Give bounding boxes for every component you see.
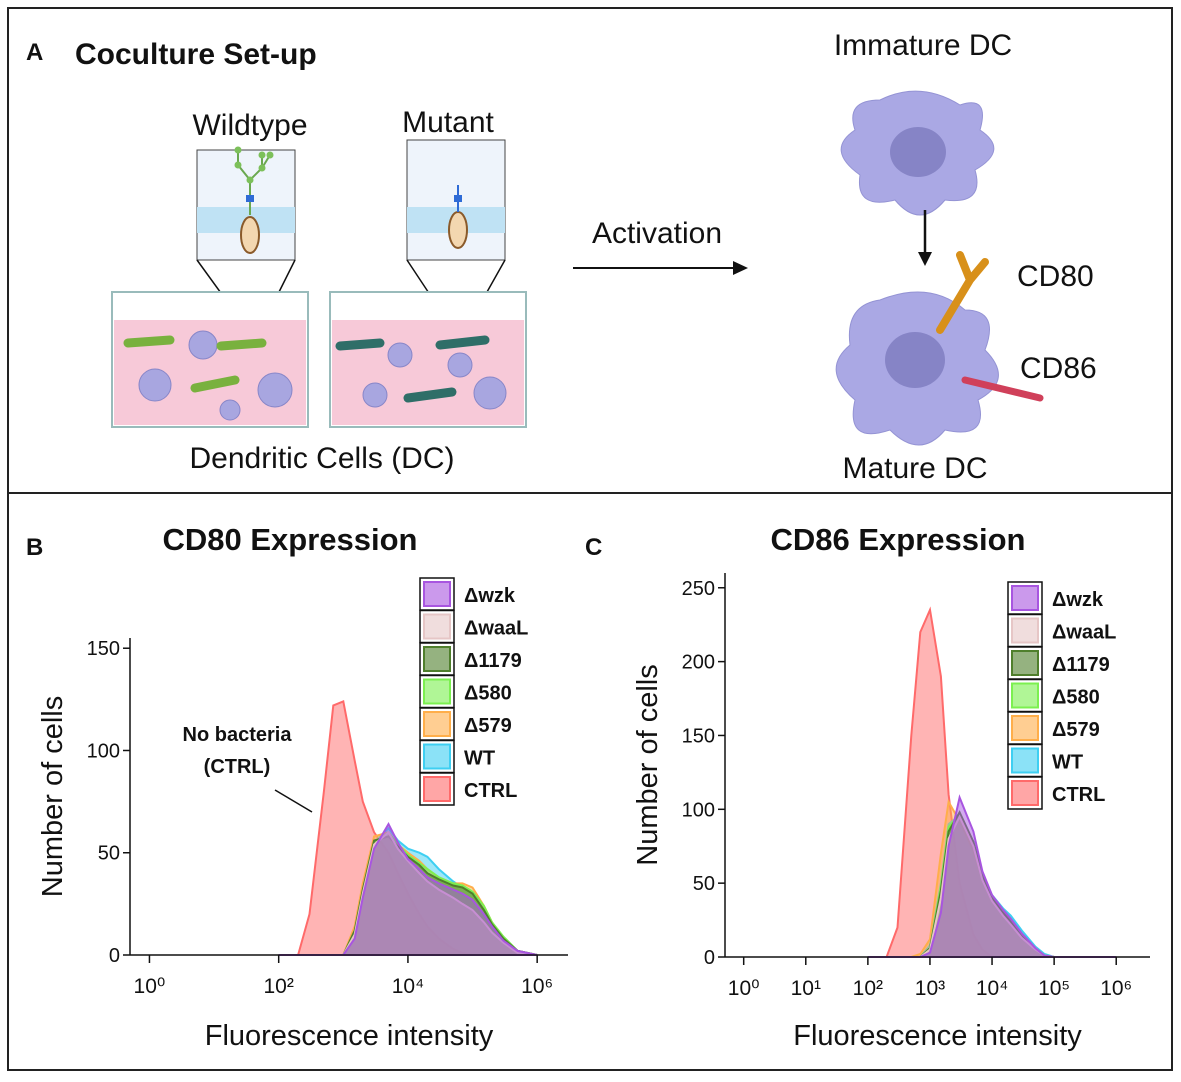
label: Mutant [402, 106, 494, 139]
y-tick-label: 200 [682, 652, 715, 674]
legend-swatch [423, 646, 451, 672]
panel-a: A Coculture Set-up Wildtype Mutant Dendr… [26, 29, 1097, 485]
y-tick-label: 0 [704, 947, 715, 969]
label: CD80 [1017, 260, 1094, 293]
legend-label: WT [1052, 752, 1083, 774]
x-tick-label: 10⁶ [521, 975, 553, 998]
legend-label: Δwzk [1052, 589, 1104, 611]
legend-swatch [423, 711, 451, 737]
legend-swatch [423, 581, 451, 607]
protein [448, 211, 468, 249]
legend-swatch [1011, 715, 1039, 741]
legend-swatch [1011, 650, 1039, 676]
legend-label: CTRL [1052, 784, 1105, 806]
x-tick-label: 10² [853, 977, 883, 1000]
y-tick-label: 150 [87, 638, 120, 660]
x-tick-label: 10³ [915, 977, 945, 1000]
bacteria [123, 335, 490, 403]
chart-title: CD80 Expression [163, 522, 418, 557]
medium [332, 320, 524, 425]
y-tick-label: 150 [682, 725, 715, 747]
legend-label: CTRL [464, 780, 517, 802]
nucleus [885, 332, 945, 388]
y-tick-label: 50 [98, 843, 120, 865]
legend-box [1007, 776, 1043, 810]
annotation-leader [274, 789, 313, 813]
x-tick-label: 10⁴ [392, 975, 424, 998]
y-tick-label: 100 [87, 740, 120, 762]
y-tick-label: 100 [682, 799, 715, 821]
panel-letter: A [26, 39, 43, 66]
chart: B CD80 Expression Number of cells Fluoresce… [26, 522, 568, 1052]
x-tick-label: 10⁰ [134, 975, 166, 998]
chart: C CD86 Expression Number of cells Fluoresce… [585, 522, 1150, 1052]
panel-letter: B [26, 534, 43, 561]
cells [138, 330, 507, 421]
legend-label: Δ579 [1052, 719, 1100, 741]
arrow-head [918, 252, 932, 266]
label: Wildtype [192, 109, 307, 142]
x-axis-label: Fluorescence intensity [793, 1020, 1082, 1052]
arrow-label: Activation [592, 217, 722, 250]
legend-swatch [1011, 747, 1039, 774]
legend-label: Δwzk [464, 585, 516, 607]
panel-title: Coculture Set-up [75, 38, 317, 71]
legend-swatch [1011, 780, 1039, 806]
legend-label: Δ1179 [1052, 654, 1110, 676]
legend-swatch [423, 743, 451, 770]
x-tick-label: 10⁵ [1038, 977, 1070, 1000]
cd80 [936, 251, 989, 334]
legend-label: ΔwaaL [464, 618, 528, 640]
legend-label: ΔwaaL [1052, 622, 1116, 644]
legend-swatch [1011, 682, 1039, 709]
legend-swatch [1011, 585, 1039, 611]
y-axis-label: Number of cells [37, 696, 69, 897]
legend-swatch [423, 678, 451, 705]
y-tick-label: 0 [109, 945, 120, 967]
legend-label: WT [464, 748, 495, 770]
panel-letter: C [585, 534, 602, 561]
legend-label: Δ580 [1052, 687, 1100, 709]
legend-swatch [423, 776, 451, 802]
glycan-nodes [234, 146, 274, 184]
legend-swatch [423, 613, 451, 640]
chart-title: CD86 Expression [771, 522, 1026, 557]
legend-label: Δ1179 [464, 650, 522, 672]
label: Immature DC [834, 29, 1012, 62]
protein [240, 216, 260, 254]
x-tick-label: 10⁰ [728, 977, 760, 1000]
y-tick-label: 250 [682, 578, 715, 600]
y-axis-label: Number of cells [632, 664, 664, 865]
y-tick-label: 50 [693, 873, 715, 895]
x-tick-label: 10² [264, 975, 294, 998]
legend-swatch [1011, 617, 1039, 644]
nucleus [890, 127, 946, 177]
legend-label: Δ579 [464, 715, 512, 737]
annotation: No bacteria [183, 724, 293, 746]
label: CD86 [1020, 352, 1097, 385]
caption: Dendritic Cells (DC) [189, 442, 454, 475]
label: Mature DC [842, 452, 987, 485]
cd86 [961, 376, 1044, 402]
x-tick-label: 10⁶ [1100, 977, 1132, 1000]
arrow-head [733, 261, 748, 275]
x-tick-label: 10⁴ [976, 977, 1008, 1000]
annotation: (CTRL) [204, 756, 271, 778]
legend-box [419, 772, 455, 806]
x-axis-label: Fluorescence intensity [205, 1020, 494, 1052]
sugar [246, 195, 254, 202]
x-tick-label: 10¹ [791, 977, 821, 1000]
legend-label: Δ580 [464, 683, 512, 705]
